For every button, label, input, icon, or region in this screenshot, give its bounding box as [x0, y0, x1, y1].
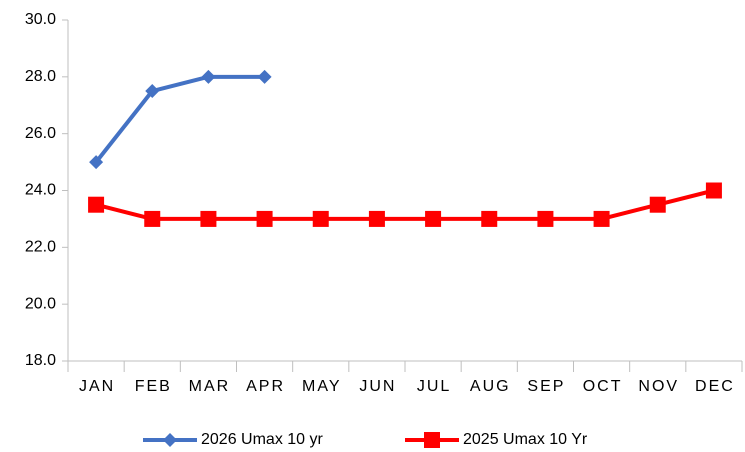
point: [312, 210, 329, 227]
y-tick-label: 18.0: [25, 352, 56, 369]
point: [201, 69, 216, 84]
y-tick-label: 30.0: [25, 11, 56, 28]
series-line: [95, 188, 715, 221]
point: [368, 210, 385, 227]
x-tick-label: SEP: [527, 378, 565, 395]
legend-label: 2025 Umax 10 Yr: [463, 431, 588, 448]
point: [649, 196, 666, 213]
point: [145, 84, 160, 99]
y-tick-label: 24.0: [25, 182, 56, 199]
point: [424, 432, 440, 448]
point: [425, 210, 442, 227]
x-tick-label: JUL: [417, 378, 451, 395]
x-tick-label: NOV: [638, 378, 679, 395]
x-tick-label: JAN: [79, 378, 115, 395]
point: [200, 210, 217, 227]
y-tick-label: 22.0: [25, 239, 56, 256]
x-tick-label: OCT: [583, 378, 623, 395]
series-line: [94, 74, 265, 164]
y-tick-label: 26.0: [25, 125, 56, 142]
y-tick-label: 28.0: [25, 68, 56, 85]
point: [705, 182, 722, 199]
point: [481, 210, 498, 227]
legend-label: 2026 Umax 10 yr: [201, 431, 324, 448]
x-tick-label: APR: [246, 378, 285, 395]
x-tick-label: MAY: [302, 378, 341, 395]
y-tick-label: 20.0: [25, 295, 56, 312]
point: [88, 196, 105, 213]
x-tick-label: JUN: [359, 378, 396, 395]
point: [163, 433, 177, 447]
point: [256, 210, 273, 227]
point: [89, 155, 104, 170]
x-tick-label: FEB: [135, 378, 172, 395]
x-tick-label: MAR: [189, 378, 231, 395]
point: [257, 69, 272, 84]
point: [537, 210, 554, 227]
x-tick-label: AUG: [470, 378, 511, 395]
point: [144, 210, 161, 227]
point: [593, 210, 610, 227]
x-tick-label: DEC: [695, 378, 735, 395]
